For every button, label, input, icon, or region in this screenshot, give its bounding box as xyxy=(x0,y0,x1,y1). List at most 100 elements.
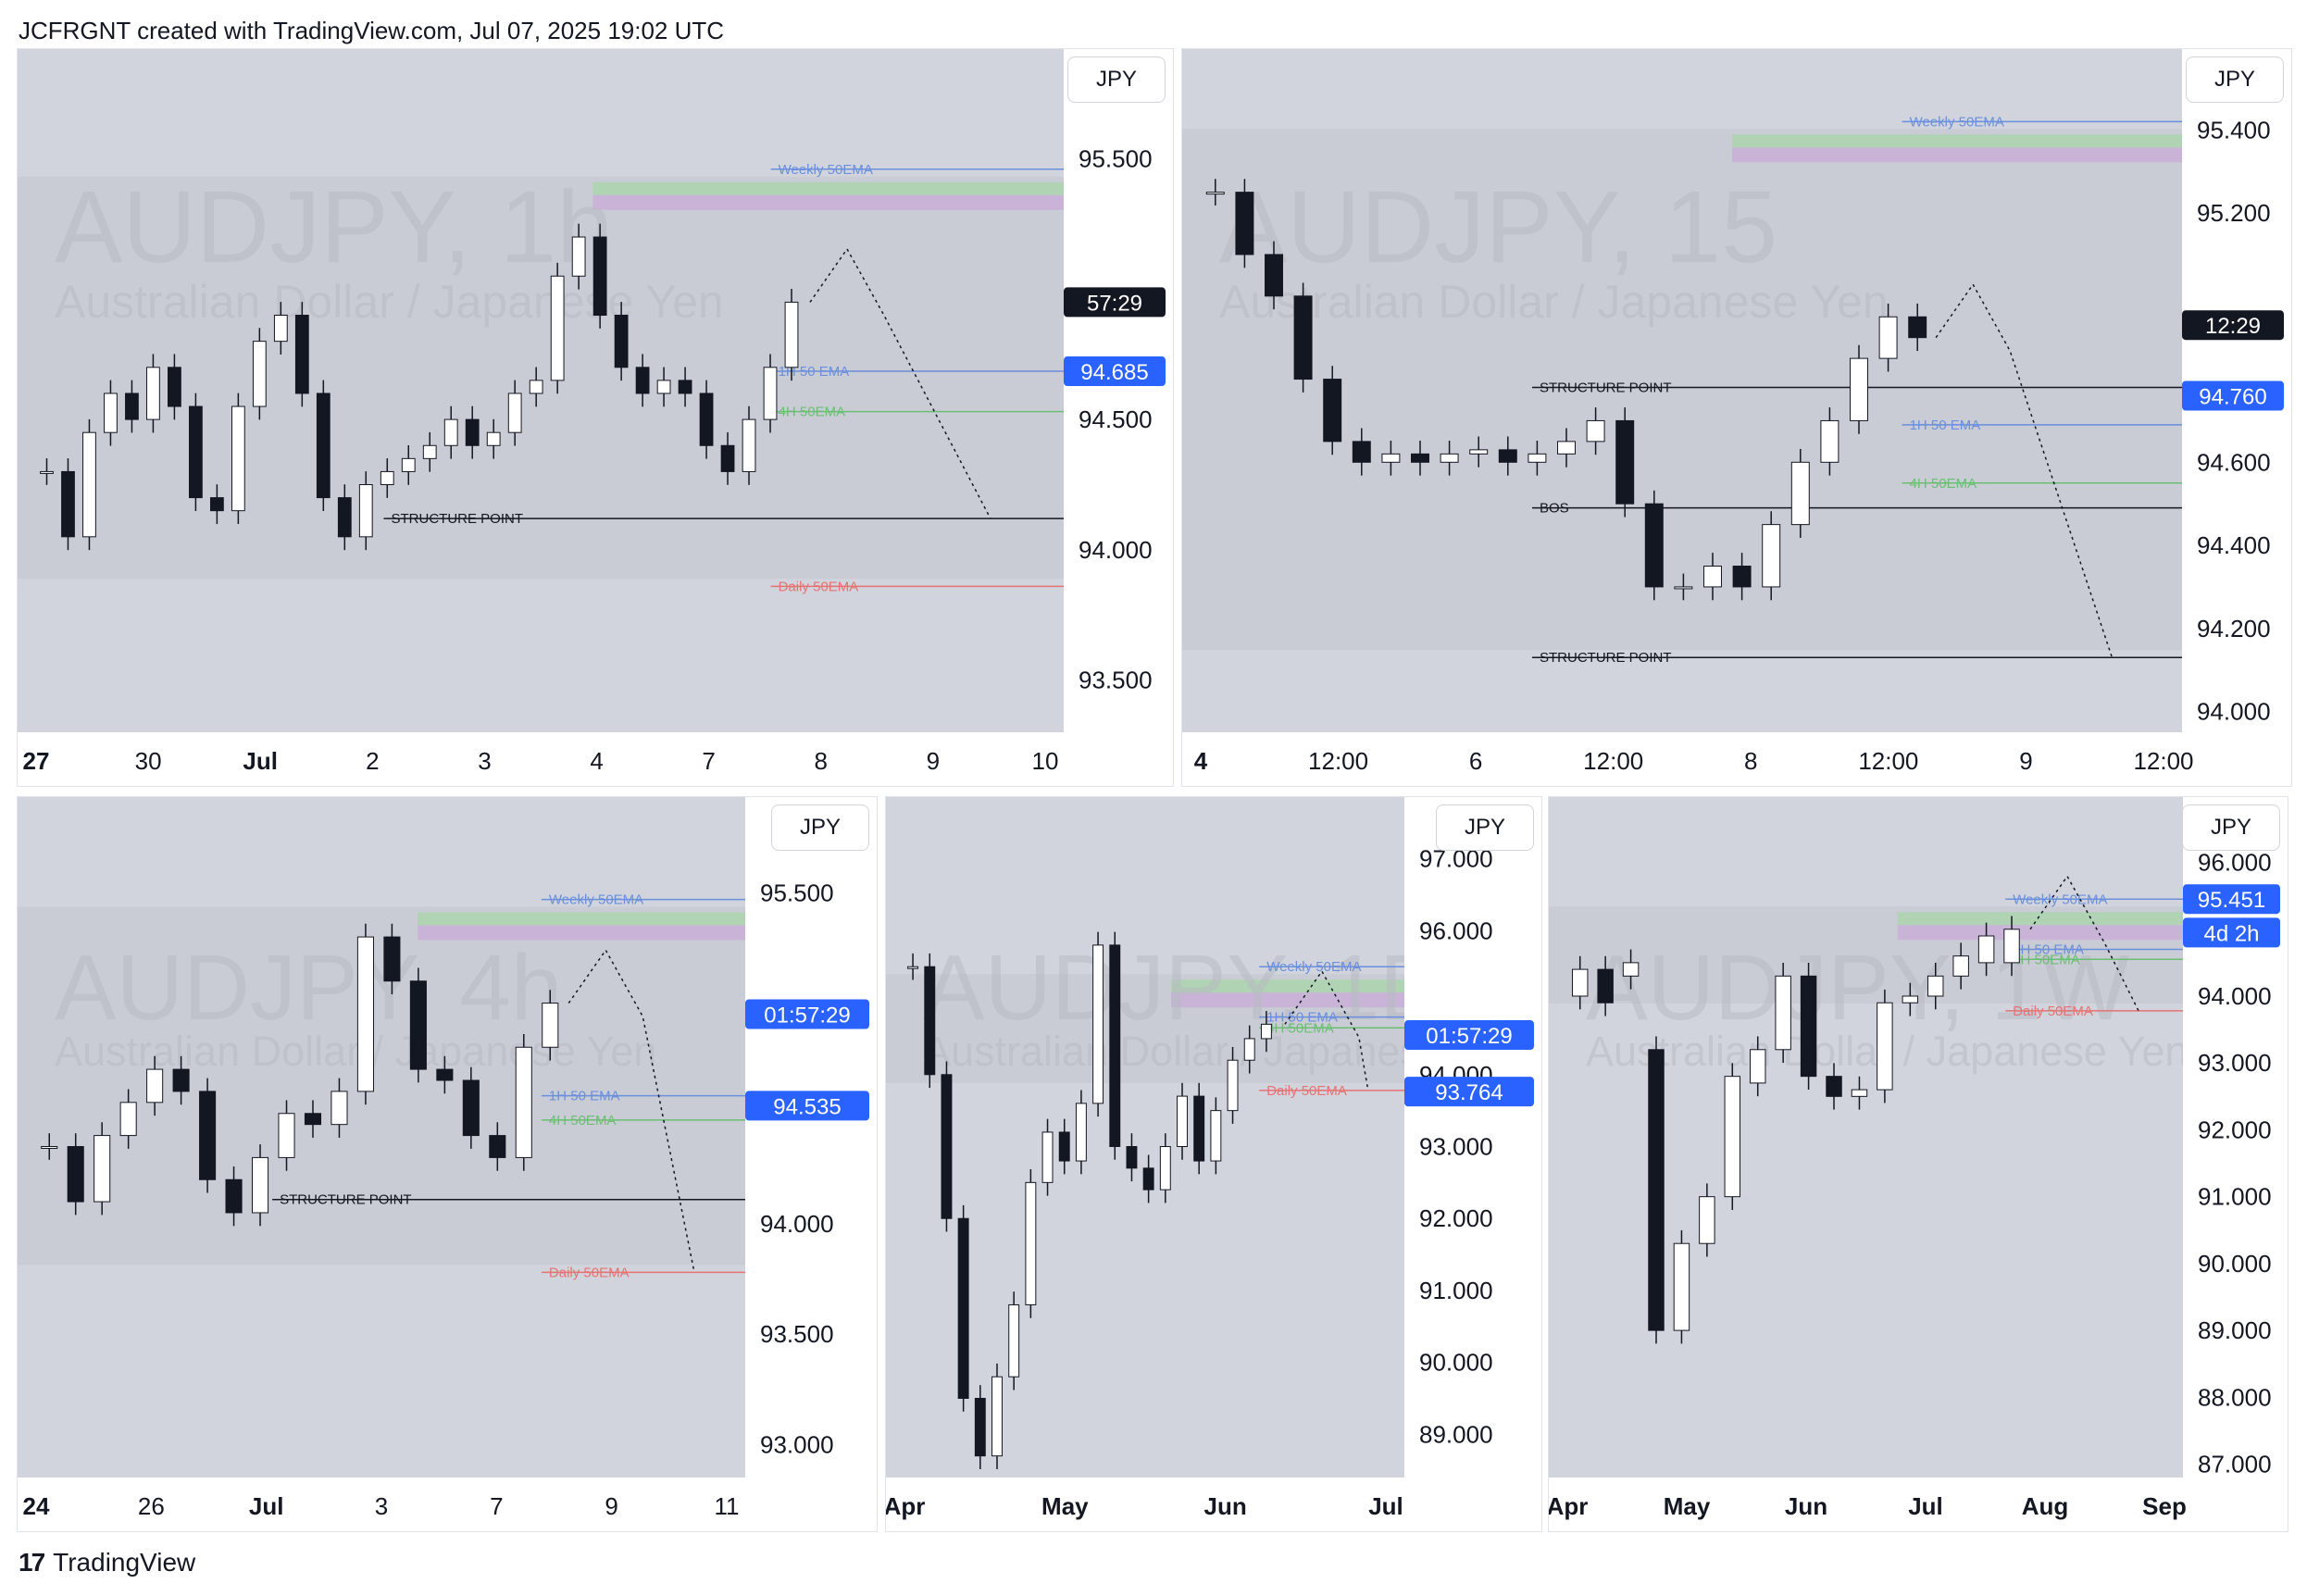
candle-body[interactable] xyxy=(1381,453,1401,463)
candle-body[interactable] xyxy=(957,1217,969,1400)
candle-body[interactable] xyxy=(1227,1059,1239,1112)
candle-body[interactable] xyxy=(1571,968,1589,997)
chart-panel-4h[interactable]: AUDJPY, 4h Australian Dollar / Japanese Y… xyxy=(17,796,878,1532)
candle-body[interactable] xyxy=(189,405,203,499)
candle-body[interactable] xyxy=(2003,929,2020,964)
candle-body[interactable] xyxy=(41,1146,58,1149)
candle-body[interactable] xyxy=(1142,1167,1154,1191)
candle-body[interactable] xyxy=(1927,975,1944,997)
candle-body[interactable] xyxy=(330,1091,348,1126)
candle-body[interactable] xyxy=(991,1376,1003,1457)
candle-body[interactable] xyxy=(1732,566,1752,588)
candle-body[interactable] xyxy=(443,418,458,446)
candle-body[interactable] xyxy=(1498,449,1517,463)
time-axis[interactable] xyxy=(1182,732,2182,787)
candle-body[interactable] xyxy=(146,1068,164,1103)
candle-body[interactable] xyxy=(1826,1076,1842,1097)
candle-body[interactable] xyxy=(699,393,714,446)
candle-body[interactable] xyxy=(1008,1303,1020,1378)
candle-body[interactable] xyxy=(1075,1103,1087,1162)
candle-body[interactable] xyxy=(763,367,778,420)
currency-badge[interactable]: JPY xyxy=(771,804,869,851)
candle-body[interactable] xyxy=(380,470,394,486)
candle-body[interactable] xyxy=(592,236,607,316)
candle-body[interactable] xyxy=(199,1091,217,1180)
candle-body[interactable] xyxy=(1878,316,1898,359)
candle-body[interactable] xyxy=(1699,1196,1715,1244)
candle-body[interactable] xyxy=(231,405,245,512)
candle-body[interactable] xyxy=(358,484,373,538)
candle-body[interactable] xyxy=(401,457,416,472)
currency-badge[interactable]: JPY xyxy=(2182,804,2280,851)
currency-badge[interactable]: JPY xyxy=(2186,56,2284,103)
candle-body[interactable] xyxy=(1092,944,1104,1104)
candle-body[interactable] xyxy=(515,1046,532,1158)
candle-body[interactable] xyxy=(1041,1131,1054,1183)
price-axis[interactable] xyxy=(1064,49,1174,787)
candle-body[interactable] xyxy=(924,966,936,1076)
price-axis[interactable] xyxy=(2182,49,2292,787)
candle-body[interactable] xyxy=(119,1102,137,1137)
candle-body[interactable] xyxy=(1586,419,1605,443)
candle-body[interactable] xyxy=(974,1398,986,1457)
candle-body[interactable] xyxy=(550,275,565,381)
time-axis[interactable] xyxy=(1549,1478,2183,1532)
candle-body[interactable] xyxy=(252,341,267,407)
candle-body[interactable] xyxy=(1411,453,1429,463)
candle-body[interactable] xyxy=(1323,379,1342,443)
candle-body[interactable] xyxy=(1850,357,1868,421)
candle-body[interactable] xyxy=(1210,1110,1222,1162)
candle-body[interactable] xyxy=(278,1113,295,1158)
candle-body[interactable] xyxy=(941,1074,953,1219)
candle-body[interactable] xyxy=(1205,192,1225,195)
chart-panel-1d[interactable]: AUDJPY, 1D Australian Dollar / Japanese Y… xyxy=(885,796,1542,1532)
candle-body[interactable] xyxy=(465,418,480,446)
candle-body[interactable] xyxy=(656,380,671,394)
candle-body[interactable] xyxy=(1469,449,1489,455)
candle-body[interactable] xyxy=(436,1068,454,1081)
candle-body[interactable] xyxy=(422,444,437,459)
candle-body[interactable] xyxy=(61,470,75,538)
candle-body[interactable] xyxy=(172,1068,190,1092)
time-axis[interactable] xyxy=(886,1478,1404,1532)
candle-body[interactable] xyxy=(678,380,692,394)
tradingview-footer[interactable]: 17 TradingView xyxy=(19,1548,195,1577)
candle-body[interactable] xyxy=(1615,419,1635,505)
candle-body[interactable] xyxy=(571,236,586,277)
candle-body[interactable] xyxy=(1622,962,1640,977)
candle-body[interactable] xyxy=(1851,1089,1868,1097)
candle-body[interactable] xyxy=(104,393,118,433)
candle-body[interactable] xyxy=(1126,1146,1138,1169)
candle-body[interactable] xyxy=(1800,975,1817,1078)
candle-body[interactable] xyxy=(1265,254,1283,297)
candle-body[interactable] xyxy=(1025,1181,1037,1305)
candle-body[interactable] xyxy=(225,1178,243,1214)
candle-body[interactable] xyxy=(462,1079,480,1137)
candle-body[interactable] xyxy=(146,367,160,420)
candle-body[interactable] xyxy=(489,1135,506,1158)
candle-body[interactable] xyxy=(1674,586,1693,590)
candle-body[interactable] xyxy=(1724,1076,1741,1198)
candle-body[interactable] xyxy=(529,380,543,394)
candle-body[interactable] xyxy=(1235,192,1254,256)
candle-body[interactable] xyxy=(209,497,224,512)
candle-body[interactable] xyxy=(1293,295,1313,380)
candle-body[interactable] xyxy=(614,314,629,368)
candle-body[interactable] xyxy=(125,393,139,420)
candle-body[interactable] xyxy=(1644,503,1664,588)
candle-body[interactable] xyxy=(1352,441,1371,463)
chart-panel-1h[interactable]: AUDJPY, 1h Australian Dollar / Japanese Y… xyxy=(17,48,1174,787)
candle-body[interactable] xyxy=(1750,1049,1766,1084)
candle-body[interactable] xyxy=(1557,441,1576,455)
candle-body[interactable] xyxy=(742,418,756,472)
plot-area[interactable] xyxy=(886,797,1404,1478)
candle-body[interactable] xyxy=(1260,1023,1272,1040)
candle-body[interactable] xyxy=(542,1003,559,1048)
candle-body[interactable] xyxy=(1952,955,1969,977)
candle-body[interactable] xyxy=(1528,453,1547,463)
candle-body[interactable] xyxy=(1790,461,1810,526)
candle-body[interactable] xyxy=(1440,453,1459,463)
